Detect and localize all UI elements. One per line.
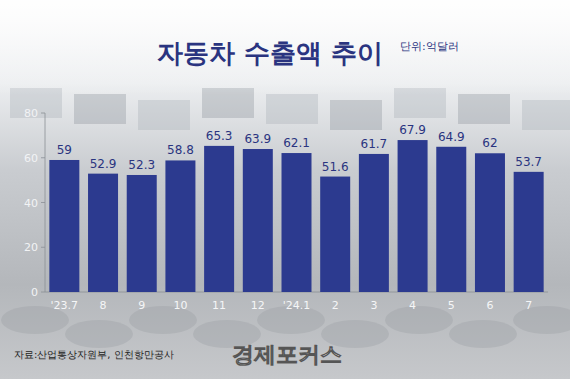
- decor-container: [266, 94, 318, 124]
- data-label: 52.3: [128, 158, 155, 172]
- data-label: 64.9: [438, 130, 465, 144]
- x-tick-label: 5: [448, 299, 455, 312]
- title: 자동차 수출액 추이: [157, 38, 383, 68]
- decor-car: [513, 306, 570, 334]
- x-tick-label: 4: [409, 299, 416, 312]
- y-tick: [41, 202, 45, 203]
- x-tick-label: '23.7: [51, 299, 79, 312]
- x-tick-label: 7: [525, 299, 532, 312]
- data-label: 67.9: [399, 123, 426, 137]
- data-label: 53.7: [515, 155, 542, 169]
- bar: [88, 174, 118, 292]
- decor-car: [65, 320, 133, 348]
- y-axis-line: [45, 113, 46, 292]
- bar: [49, 160, 79, 292]
- data-label: 61.7: [361, 137, 388, 151]
- background-decor: [1, 88, 570, 348]
- x-tick-label: 6: [486, 299, 493, 312]
- y-tick-label: 40: [24, 197, 38, 210]
- y-tick-label: 20: [24, 241, 38, 254]
- bar: [398, 140, 428, 292]
- bar: [475, 153, 505, 292]
- decor-container: [74, 94, 126, 124]
- logo: 경제포커스: [232, 342, 342, 367]
- x-tick-label: 3: [370, 299, 377, 312]
- x-tick-label: 2: [332, 299, 339, 312]
- data-label: 51.6: [322, 160, 349, 174]
- y-tick-label: 0: [31, 286, 38, 299]
- y-tick: [41, 247, 45, 248]
- decor-car: [449, 320, 517, 348]
- bar: [282, 153, 312, 292]
- x-tick-label: 8: [100, 299, 107, 312]
- data-label: 59: [57, 143, 72, 157]
- decor-container: [330, 100, 382, 130]
- bar: [514, 172, 544, 292]
- source: 자료:산업통상자원부, 인천항만공사: [14, 349, 174, 360]
- bar: [204, 146, 234, 292]
- bar: [320, 177, 350, 292]
- decor-car: [385, 306, 453, 334]
- decor-container: [522, 100, 570, 130]
- y-tick-label: 80: [24, 107, 38, 120]
- background: [0, 0, 570, 379]
- bars: [49, 140, 543, 292]
- x-tick-label: 10: [173, 299, 187, 312]
- x-tick-label: 9: [138, 299, 145, 312]
- chart-svg: 자동차 수출액 추이단위:억달러02040608059'23.752.9852.…: [0, 0, 570, 379]
- top-fade: [0, 0, 570, 95]
- y-tick: [41, 113, 45, 114]
- data-label: 58.8: [167, 143, 194, 157]
- unit-label: 단위:억달러: [400, 40, 459, 53]
- chart-root: 자동차 수출액 추이단위:억달러02040608059'23.752.9852.…: [0, 0, 570, 379]
- bar: [436, 147, 466, 292]
- y-tick: [41, 157, 45, 158]
- y-tick-label: 60: [24, 152, 38, 165]
- x-tick-label: 11: [212, 299, 226, 312]
- labels: 59 '23.7 52.9 8 52.3 9 58.8 10 65.3 11 63.9 12 62.1 '…: [51, 123, 542, 312]
- y-axis: 0 20 40 60 80: [24, 107, 548, 299]
- bar: [243, 149, 273, 292]
- x-tick-label: '24.1: [283, 299, 311, 312]
- bar: [127, 175, 157, 292]
- data-label: 63.9: [244, 132, 271, 146]
- decor-container: [458, 94, 510, 124]
- data-label: 65.3: [206, 129, 233, 143]
- bar: [165, 160, 195, 292]
- data-label: 62.1: [283, 136, 310, 150]
- data-label: 52.9: [90, 157, 117, 171]
- y-tick: [41, 292, 45, 293]
- bar: [359, 154, 389, 292]
- decor-container: [138, 100, 190, 130]
- x-tick-label: 12: [251, 299, 265, 312]
- data-label: 62: [482, 136, 497, 150]
